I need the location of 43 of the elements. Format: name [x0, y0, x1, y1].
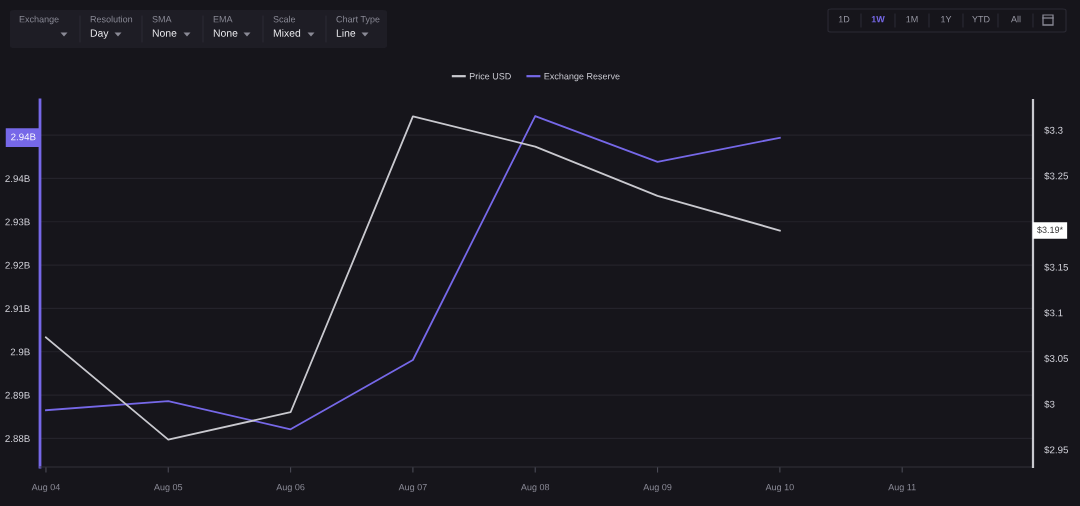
text: 1W	[871, 16, 885, 23]
y-tick-label: 2.94B	[5, 175, 30, 183]
x-tick-label: Aug 05	[153, 483, 183, 493]
text: SMA	[152, 16, 172, 23]
y2-tick-label: $3.1	[1044, 309, 1063, 317]
text: None	[213, 29, 238, 37]
x-tick-label: Aug 04	[31, 483, 60, 493]
text: All	[1011, 15, 1021, 23]
text: EMA	[213, 16, 233, 23]
text: YTD	[972, 16, 990, 23]
y-tick-label: 2.91B	[5, 305, 30, 313]
y-tick-label: 2.89B	[5, 391, 30, 399]
x-tick-label: Aug 10	[765, 483, 794, 493]
text: Scale	[273, 15, 296, 23]
y2-tick-label: $3.25	[1044, 172, 1069, 180]
x-tick-label: Aug 11	[888, 484, 916, 493]
text: 1D	[838, 16, 850, 23]
y-tick-label: 2.92B	[5, 261, 30, 269]
x-tick-label: Aug 06	[276, 483, 305, 493]
text: 2.94B	[11, 133, 36, 141]
text: $3.19*	[1037, 226, 1063, 234]
y-tick-label: 2.93B	[5, 218, 30, 226]
x-tick-label: Aug 09	[643, 483, 672, 493]
text: Chart Type	[336, 15, 380, 25]
text: 1Y	[941, 16, 952, 23]
text: Line	[336, 29, 356, 37]
y2-tick-label: $3	[1044, 400, 1055, 409]
text: None	[152, 29, 177, 37]
y2-tick-label: $3.05	[1044, 354, 1069, 363]
y-tick-label: 2.9B	[10, 348, 30, 356]
x-tick-label: Aug 07	[398, 483, 427, 493]
text: Day	[90, 29, 109, 39]
legend-label: Exchange Reserve	[544, 72, 620, 82]
y2-tick-label: $2.95	[1044, 445, 1069, 454]
y-tick-label: 2.88B	[5, 435, 30, 443]
legend-label: Price USD	[469, 72, 511, 80]
text: Mixed	[273, 29, 301, 37]
y2-tick-label: $3.3	[1044, 126, 1063, 135]
y2-tick-label: $3.15	[1044, 263, 1069, 272]
x-tick-label: Aug 08	[520, 483, 550, 493]
text: 1M	[906, 16, 918, 23]
text: Resolution	[90, 15, 133, 23]
text: Exchange	[19, 15, 59, 25]
